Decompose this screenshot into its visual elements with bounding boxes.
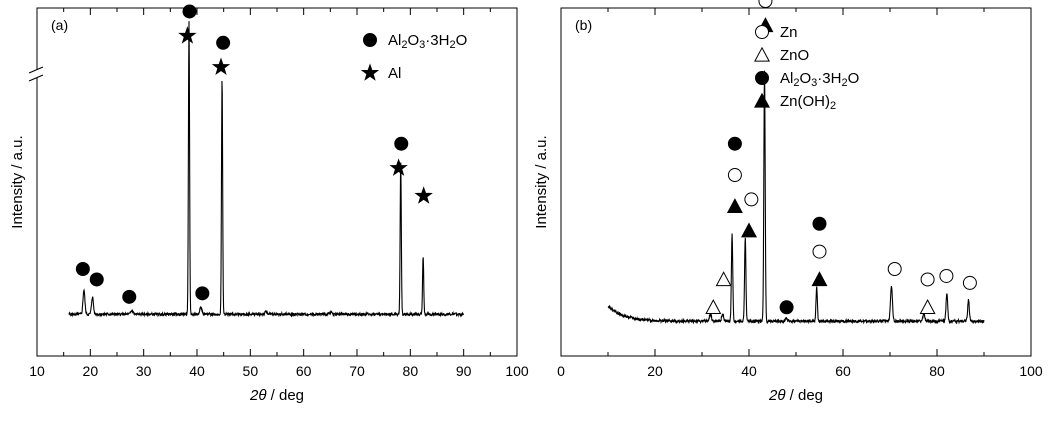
legend-marker-star [360, 63, 380, 81]
y-axis-label: Intensity / a.u. [9, 135, 26, 228]
peak-marker-open-circle [962, 275, 977, 290]
peak-marker-circle [394, 136, 409, 151]
peak-marker-filled-triangle [811, 271, 828, 287]
x-tick-label: 100 [505, 363, 529, 379]
peak-marker-filled-circle [779, 300, 794, 315]
peak-marker-open-circle [758, 0, 773, 9]
peak-marker-open-triangle [715, 271, 732, 287]
axis-break-mark [28, 74, 44, 82]
peak-marker-open-circle [744, 192, 759, 207]
legend-marker-open-circle [755, 25, 769, 39]
legend-marker-circle [363, 33, 377, 47]
x-tick-label: 90 [456, 363, 472, 379]
legend-marker-filled-triangle [754, 92, 770, 108]
x-axis-label-unit: / deg [266, 387, 304, 404]
peak-marker-filled-circle [812, 216, 827, 231]
panel-label: (b) [575, 17, 592, 33]
peak-marker-open-circle [727, 168, 742, 183]
xrd-trace [607, 70, 985, 325]
x-tick-label: 60 [296, 363, 312, 379]
peak-marker-open-triangle [919, 299, 936, 314]
y-axis-label: Intensity / a.u. [533, 135, 550, 228]
x-tick-label: 70 [349, 363, 365, 379]
peak-marker-circle [216, 35, 231, 50]
legend-label: Al2O3·3H2O [780, 70, 859, 89]
x-tick-label: 40 [741, 363, 757, 379]
legend-label: Zn [780, 24, 798, 41]
x-tick-label: 0 [557, 363, 565, 379]
x-axis-label-theta: 2θ [249, 387, 266, 404]
axis-break-gap [30, 70, 44, 78]
peak-marker-open-triangle [705, 299, 722, 314]
x-tick-label: 20 [83, 363, 99, 379]
x-tick-label: 20 [647, 363, 663, 379]
peak-marker-filled-triangle [726, 198, 743, 214]
legend-label: Al [388, 65, 401, 82]
peak-marker-star [389, 158, 408, 176]
panel-a: 10 20 30 40 50 60 70 80 90 100 2θ / deg Intensity /… [9, 4, 529, 404]
panel-label: (a) [51, 17, 68, 33]
peak-marker-circle [75, 262, 90, 276]
legend-marker-filled-circle [755, 71, 769, 85]
peak-marker-open-circle [887, 262, 902, 276]
peak-marker-circle [122, 289, 137, 304]
x-tick-label: 80 [929, 363, 945, 379]
x-axis-label: 2θ / deg [768, 387, 823, 404]
legend-label: ZnO [780, 47, 809, 64]
legend-label: Zn(OH)2 [780, 93, 836, 112]
peak-marker-circle [89, 272, 104, 287]
x-axis-label: 2θ / deg [249, 387, 304, 404]
peak-marker-star [414, 186, 433, 204]
peak-marker-open-circle [812, 244, 827, 259]
x-tick-label: 60 [835, 363, 851, 379]
peak-marker-filled-triangle [741, 222, 757, 238]
peak-marker-circle [195, 286, 210, 301]
peak-marker-circle [182, 4, 197, 19]
legend-marker-open-triangle [754, 46, 770, 62]
xrd-trace [68, 21, 465, 318]
x-tick-label: 50 [243, 363, 259, 379]
x-tick-label: 30 [136, 363, 152, 379]
panel-b: 0 20 40 60 80 100 2θ / deg Intensity / a.u. (b) Z… [533, 0, 1043, 404]
x-tick-label: 40 [189, 363, 205, 379]
x-tick-label: 80 [403, 363, 419, 379]
x-tick-label: 100 [1019, 363, 1043, 379]
peak-marker-filled-circle [727, 136, 742, 151]
x-tick-label: 10 [29, 363, 45, 379]
peak-marker-open-circle [939, 268, 954, 283]
x-axis-label-unit: / deg [785, 387, 823, 404]
plot-frame [36, 7, 518, 357]
peak-marker-open-circle [920, 272, 935, 287]
axis-break-mark [28, 66, 44, 74]
peak-marker-star [211, 57, 231, 75]
peak-marker-star [178, 26, 197, 44]
x-axis-label-theta: 2θ [768, 387, 785, 404]
legend-label: Al2O3·3H2O [388, 32, 467, 51]
